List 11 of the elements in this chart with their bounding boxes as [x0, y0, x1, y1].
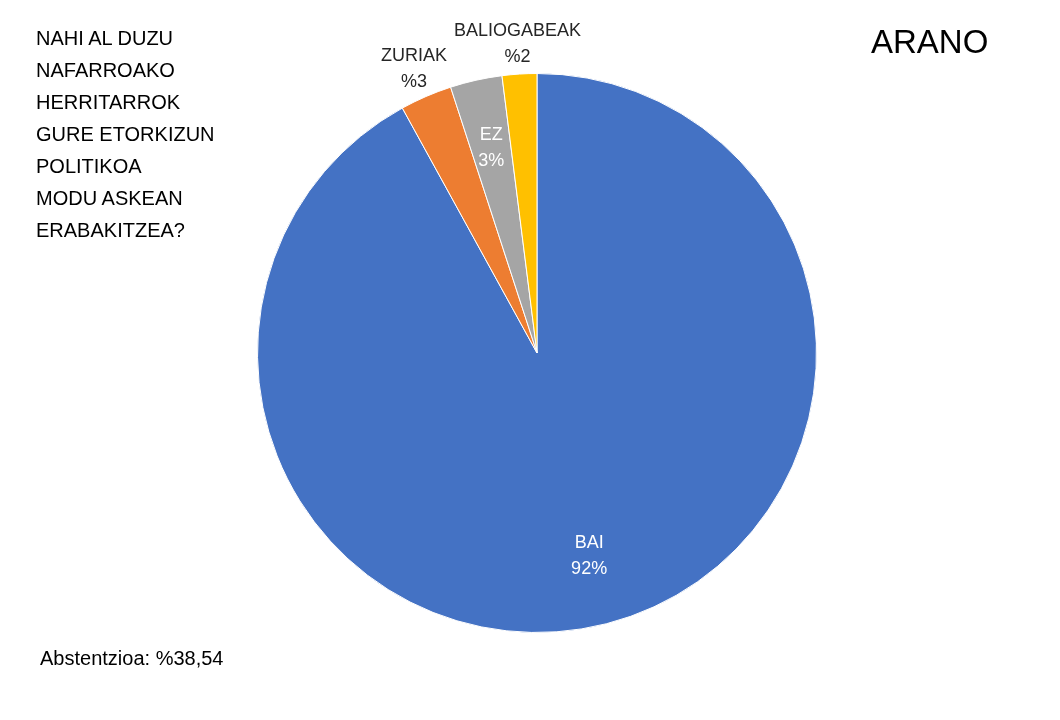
slice-label: ZURIAK — [381, 44, 448, 65]
text: ARANO — [871, 22, 989, 62]
text: Abstentzioa: %38,54 — [40, 646, 224, 671]
text: NAHI AL DUZU NAFARROAKO HERRITARROK GURE ETORKIZUN POLITIKOA MODU ASKEAN ERABAKITZEA? — [36, 26, 215, 243]
data-label: %3 — [401, 70, 428, 91]
slice-label: BALIOGABEAK — [454, 20, 582, 41]
slice-label: EZ — [479, 124, 503, 145]
data-label: 3% — [478, 150, 505, 171]
slice-label: BAI — [574, 532, 604, 553]
data-label: 92% — [571, 558, 608, 579]
data-label: %2 — [504, 46, 531, 67]
